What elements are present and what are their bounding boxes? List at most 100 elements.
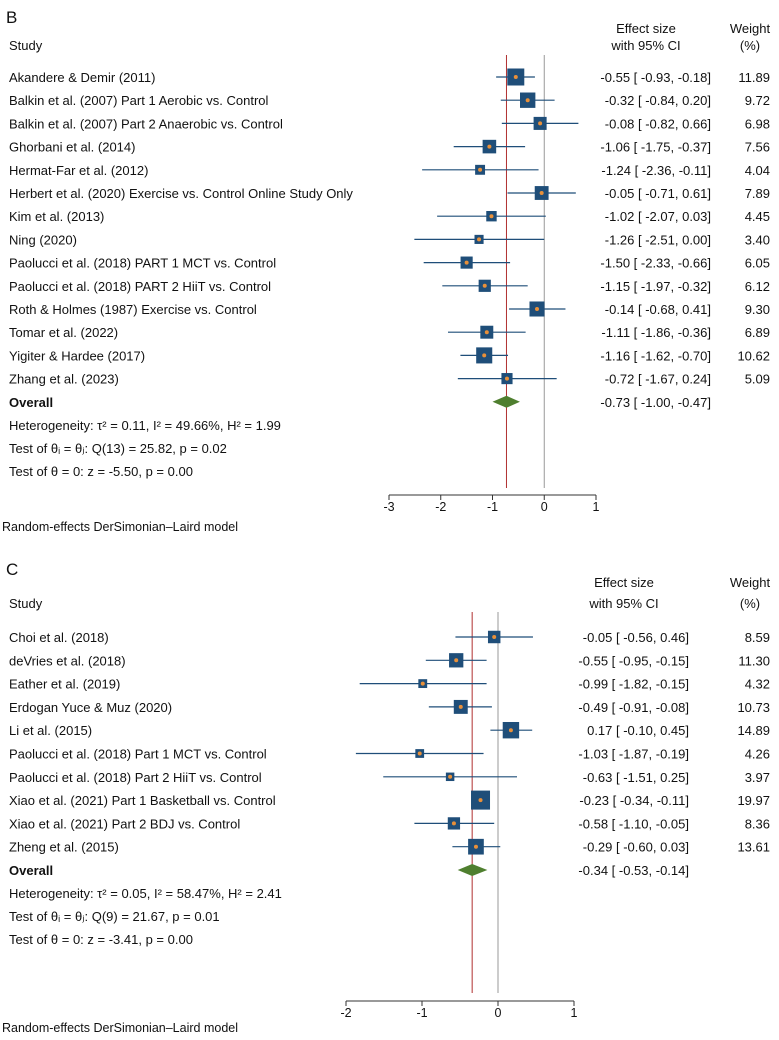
study-name: deVries et al. (2018) (9, 653, 126, 668)
study-weight: 4.26 (745, 747, 770, 762)
study-weight: 14.89 (737, 723, 770, 738)
column-header-ci: with 95% CI (610, 38, 680, 53)
effect-size-point (417, 751, 422, 756)
study-effect-ci: -1.24 [ -2.36, -0.11] (601, 163, 711, 178)
effect-size-point (525, 98, 530, 103)
study-row: Zheng et al. (2015) -0.29 [ -0.60, 0.03] 1… (9, 838, 770, 855)
study-name: Hermat-Far et al. (2012) (9, 163, 148, 178)
test-q-stats: Test of θᵢ = θⱼ: Q(13) = 25.82, p = 0.02 (9, 441, 227, 456)
study-row: Paolucci et al. (2018) PART 1 MCT vs. Co… (9, 256, 770, 271)
effect-size-point (478, 167, 483, 172)
study-effect-ci: -0.23 [ -0.34, -0.11] (579, 793, 689, 808)
study-weight: 8.36 (745, 816, 770, 831)
study-effect-ci: -1.50 [ -2.33, -0.66] (600, 256, 711, 271)
study-row: Xiao et al. (2021) Part 1 Basketball vs.… (9, 790, 770, 810)
study-weight: 6.12 (745, 279, 770, 294)
study-weight: 8.59 (745, 630, 770, 645)
study-row: Xiao et al. (2021) Part 2 BDJ vs. Contro… (9, 816, 770, 831)
study-name: Erdogan Yuce & Muz (2020) (9, 700, 172, 715)
test-q-stats: Test of θᵢ = θⱼ: Q(9) = 21.67, p = 0.01 (9, 909, 220, 924)
study-name: Xiao et al. (2021) Part 2 BDJ vs. Contro… (9, 816, 240, 831)
x-tick-label: 1 (593, 500, 600, 514)
study-weight: 5.09 (745, 372, 770, 387)
study-weight: 7.56 (745, 140, 770, 155)
study-row: Zhang et al. (2023) -0.72 [ -1.67, 0.24] 5… (9, 372, 770, 387)
effect-size-point (489, 214, 494, 219)
x-tick-label: 1 (571, 1006, 578, 1020)
study-weight: 6.89 (745, 325, 770, 340)
column-header-weight-unit: (%) (740, 38, 760, 53)
column-header-ci: with 95% CI (588, 596, 658, 611)
model-footnote: Random-effects DerSimonian–Laird model (2, 1021, 238, 1035)
forest-panel-c: C Study Effect size with 95% CI Weight (%) Cho… (2, 560, 770, 1035)
study-effect-ci: -0.05 [ -0.71, 0.61] (605, 186, 711, 201)
column-header-study: Study (9, 38, 43, 53)
study-name: Balkin et al. (2007) Part 1 Aerobic vs. … (9, 93, 269, 108)
effect-size-point (458, 704, 463, 709)
study-row: Herbert et al. (2020) Exercise vs. Contr… (9, 186, 770, 201)
x-tick-label: -1 (487, 500, 498, 514)
study-name: Tomar et al. (2022) (9, 325, 118, 340)
effect-size-point (492, 635, 497, 639)
study-name: Eather et al. (2019) (9, 677, 120, 692)
panel-label: B (6, 8, 17, 27)
study-row: Balkin et al. (2007) Part 1 Aerobic vs. … (9, 92, 770, 108)
study-row: Eather et al. (2019) -0.99 [ -1.82, -0.15… (9, 677, 770, 692)
test-theta-stats: Test of θ = 0: z = -5.50, p = 0.00 (9, 464, 193, 479)
study-row: Yigiter & Hardee (2017) -1.16 [ -1.62, -0… (9, 347, 770, 364)
study-row: Erdogan Yuce & Muz (2020) -0.49 [ -0.91, … (9, 700, 770, 715)
overall-effect-ci: -0.73 [ -1.00, -0.47] (600, 395, 711, 410)
study-effect-ci: -0.58 [ -1.10, -0.05] (578, 816, 689, 831)
overall-diamond (492, 395, 520, 408)
study-weight: 3.97 (745, 770, 770, 785)
study-effect-ci: -0.55 [ -0.93, -0.18] (600, 70, 711, 85)
effect-size-point (487, 144, 492, 149)
column-header-effect-size: Effect size (594, 575, 654, 590)
column-header-weight: Weight (730, 21, 771, 36)
study-effect-ci: -1.06 [ -1.75, -0.37] (600, 140, 711, 155)
study-row: Li et al. (2015) 0.17 [ -0.10, 0.45] 14.89 (9, 721, 770, 739)
study-weight: 9.72 (745, 93, 770, 108)
study-weight: 6.98 (745, 116, 770, 131)
x-tick-label: 0 (495, 1006, 502, 1020)
study-effect-ci: -1.03 [ -1.87, -0.19] (578, 747, 689, 762)
study-weight: 4.04 (745, 163, 770, 178)
x-axis: -3 -2 -1 0 1 (383, 494, 600, 514)
effect-size-point (513, 75, 518, 79)
column-header-weight: Weight (730, 575, 771, 590)
study-effect-ci: -0.99 [ -1.82, -0.15] (578, 677, 689, 692)
study-effect-ci: -0.49 [ -0.91, -0.08] (578, 700, 689, 715)
overall-effect-ci: -0.34 [ -0.53, -0.14] (578, 863, 689, 878)
effect-size-point (504, 376, 509, 381)
heterogeneity-stats: Heterogeneity: τ² = 0.11, I² = 49.66%, H… (9, 418, 281, 433)
study-row: Paolucci et al. (2018) Part 2 HiiT vs. C… (9, 770, 770, 785)
effect-size-point (484, 330, 489, 335)
study-row: Ghorbani et al. (2014) -1.06 [ -1.75, -0.… (9, 140, 770, 155)
column-header-weight-unit: (%) (740, 596, 760, 611)
effect-size-point (473, 844, 478, 849)
x-tick-label: -1 (416, 1006, 427, 1020)
effect-size-point (482, 353, 487, 358)
study-row: Paolucci et al. (2018) Part 1 MCT vs. Co… (9, 747, 770, 762)
study-effect-ci: -0.14 [ -0.68, 0.41] (605, 302, 711, 317)
x-tick-label: -3 (383, 500, 394, 514)
study-weight: 7.89 (745, 186, 770, 201)
effect-size-point (454, 658, 459, 663)
x-tick-label: -2 (340, 1006, 351, 1020)
forest-panel-b: B Study Effect size with 95% CI Weight (%) Aka… (2, 8, 770, 534)
column-header-study: Study (9, 596, 43, 611)
effect-size-point (478, 798, 483, 803)
study-weight: 11.89 (738, 70, 770, 85)
study-name: Roth & Holmes (1987) Exercise vs. Contro… (9, 302, 257, 317)
study-row: Balkin et al. (2007) Part 2 Anaerobic vs… (9, 116, 770, 131)
study-effect-ci: -0.32 [ -0.84, 0.20] (605, 93, 711, 108)
study-row: Paolucci et al. (2018) PART 2 HiiT vs. C… (9, 279, 770, 294)
study-name: Akandere & Demir (2011) (9, 70, 155, 85)
study-effect-ci: -1.11 [ -1.86, -0.36] (601, 325, 711, 340)
overall-row: Overall -0.34 [ -0.53, -0.14] (9, 863, 689, 878)
effect-size-point (464, 260, 469, 265)
heterogeneity-stats: Heterogeneity: τ² = 0.05, I² = 58.47%, H… (9, 886, 282, 901)
effect-size-point (508, 728, 513, 733)
study-weight: 9.30 (745, 302, 770, 317)
effect-size-point (482, 283, 487, 288)
